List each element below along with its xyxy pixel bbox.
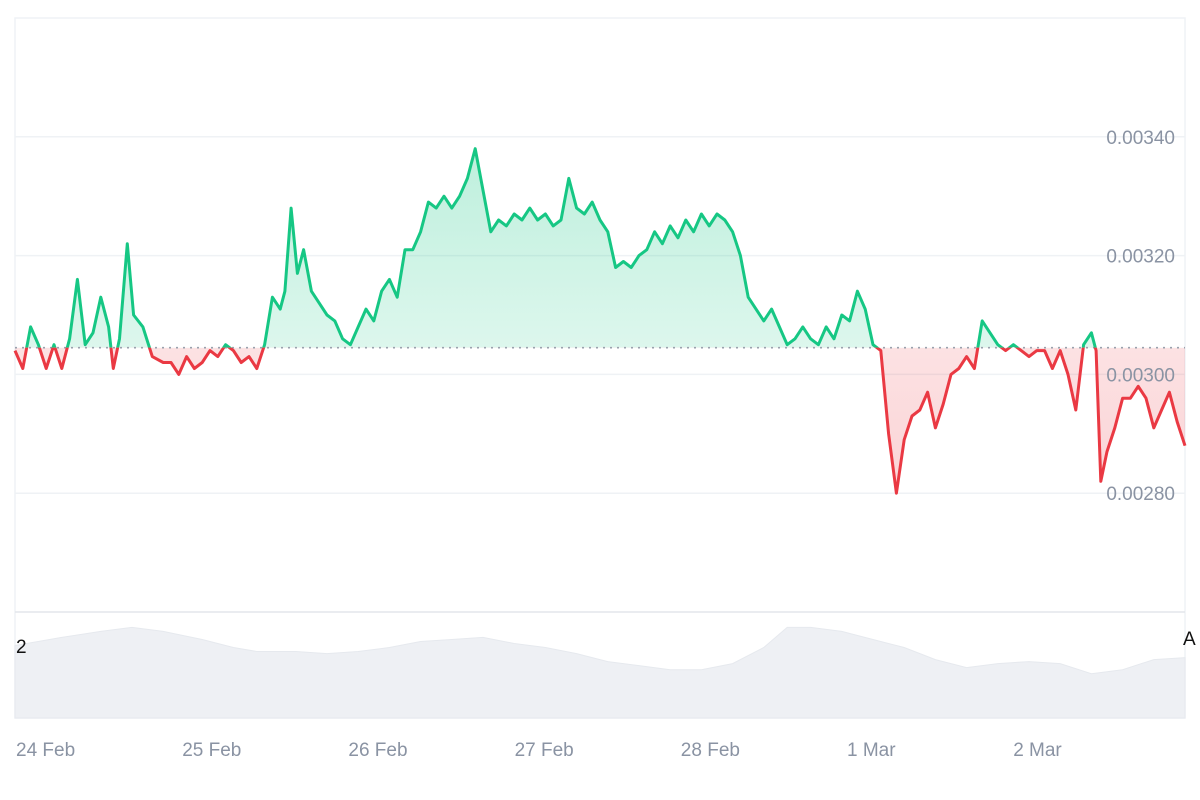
volume-shape <box>14 626 1186 719</box>
y-tick-label: 0.00300 <box>1106 365 1175 386</box>
y-tick-label: 0.00280 <box>1106 484 1175 505</box>
volume-left-label: 2 <box>16 637 27 658</box>
y-axis-ticks: 0.00340 0.00320 0.00300 0.00280 <box>1106 128 1175 505</box>
x-tick-label: 2 Mar <box>1013 740 1062 761</box>
area-fill-above-baseline <box>26 148 1096 348</box>
grid-lines <box>15 136 1185 494</box>
x-tick-label: 24 Feb <box>16 740 75 761</box>
x-tick-label: 25 Feb <box>182 740 241 761</box>
x-tick-label: 28 Feb <box>681 740 740 761</box>
x-tick-label: 1 Mar <box>847 740 896 761</box>
x-axis-ticks: 24 Feb 25 Feb 26 Feb 27 Feb 28 Feb 1 Mar 2 Mar <box>16 740 1062 761</box>
volume-right-label: A <box>1183 629 1196 650</box>
y-tick-label: 0.00340 <box>1106 128 1175 149</box>
x-tick-label: 27 Feb <box>515 740 574 761</box>
chart-frame <box>14 17 1186 719</box>
price-line-below-baseline <box>13 347 1187 495</box>
volume-area <box>14 626 1186 719</box>
price-line-above-baseline <box>25 147 1097 348</box>
y-tick-label: 0.00320 <box>1106 247 1175 268</box>
x-tick-label: 26 Feb <box>348 740 407 761</box>
